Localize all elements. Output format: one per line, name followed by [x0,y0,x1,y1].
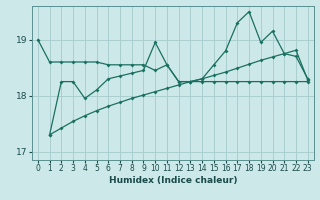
X-axis label: Humidex (Indice chaleur): Humidex (Indice chaleur) [108,176,237,185]
